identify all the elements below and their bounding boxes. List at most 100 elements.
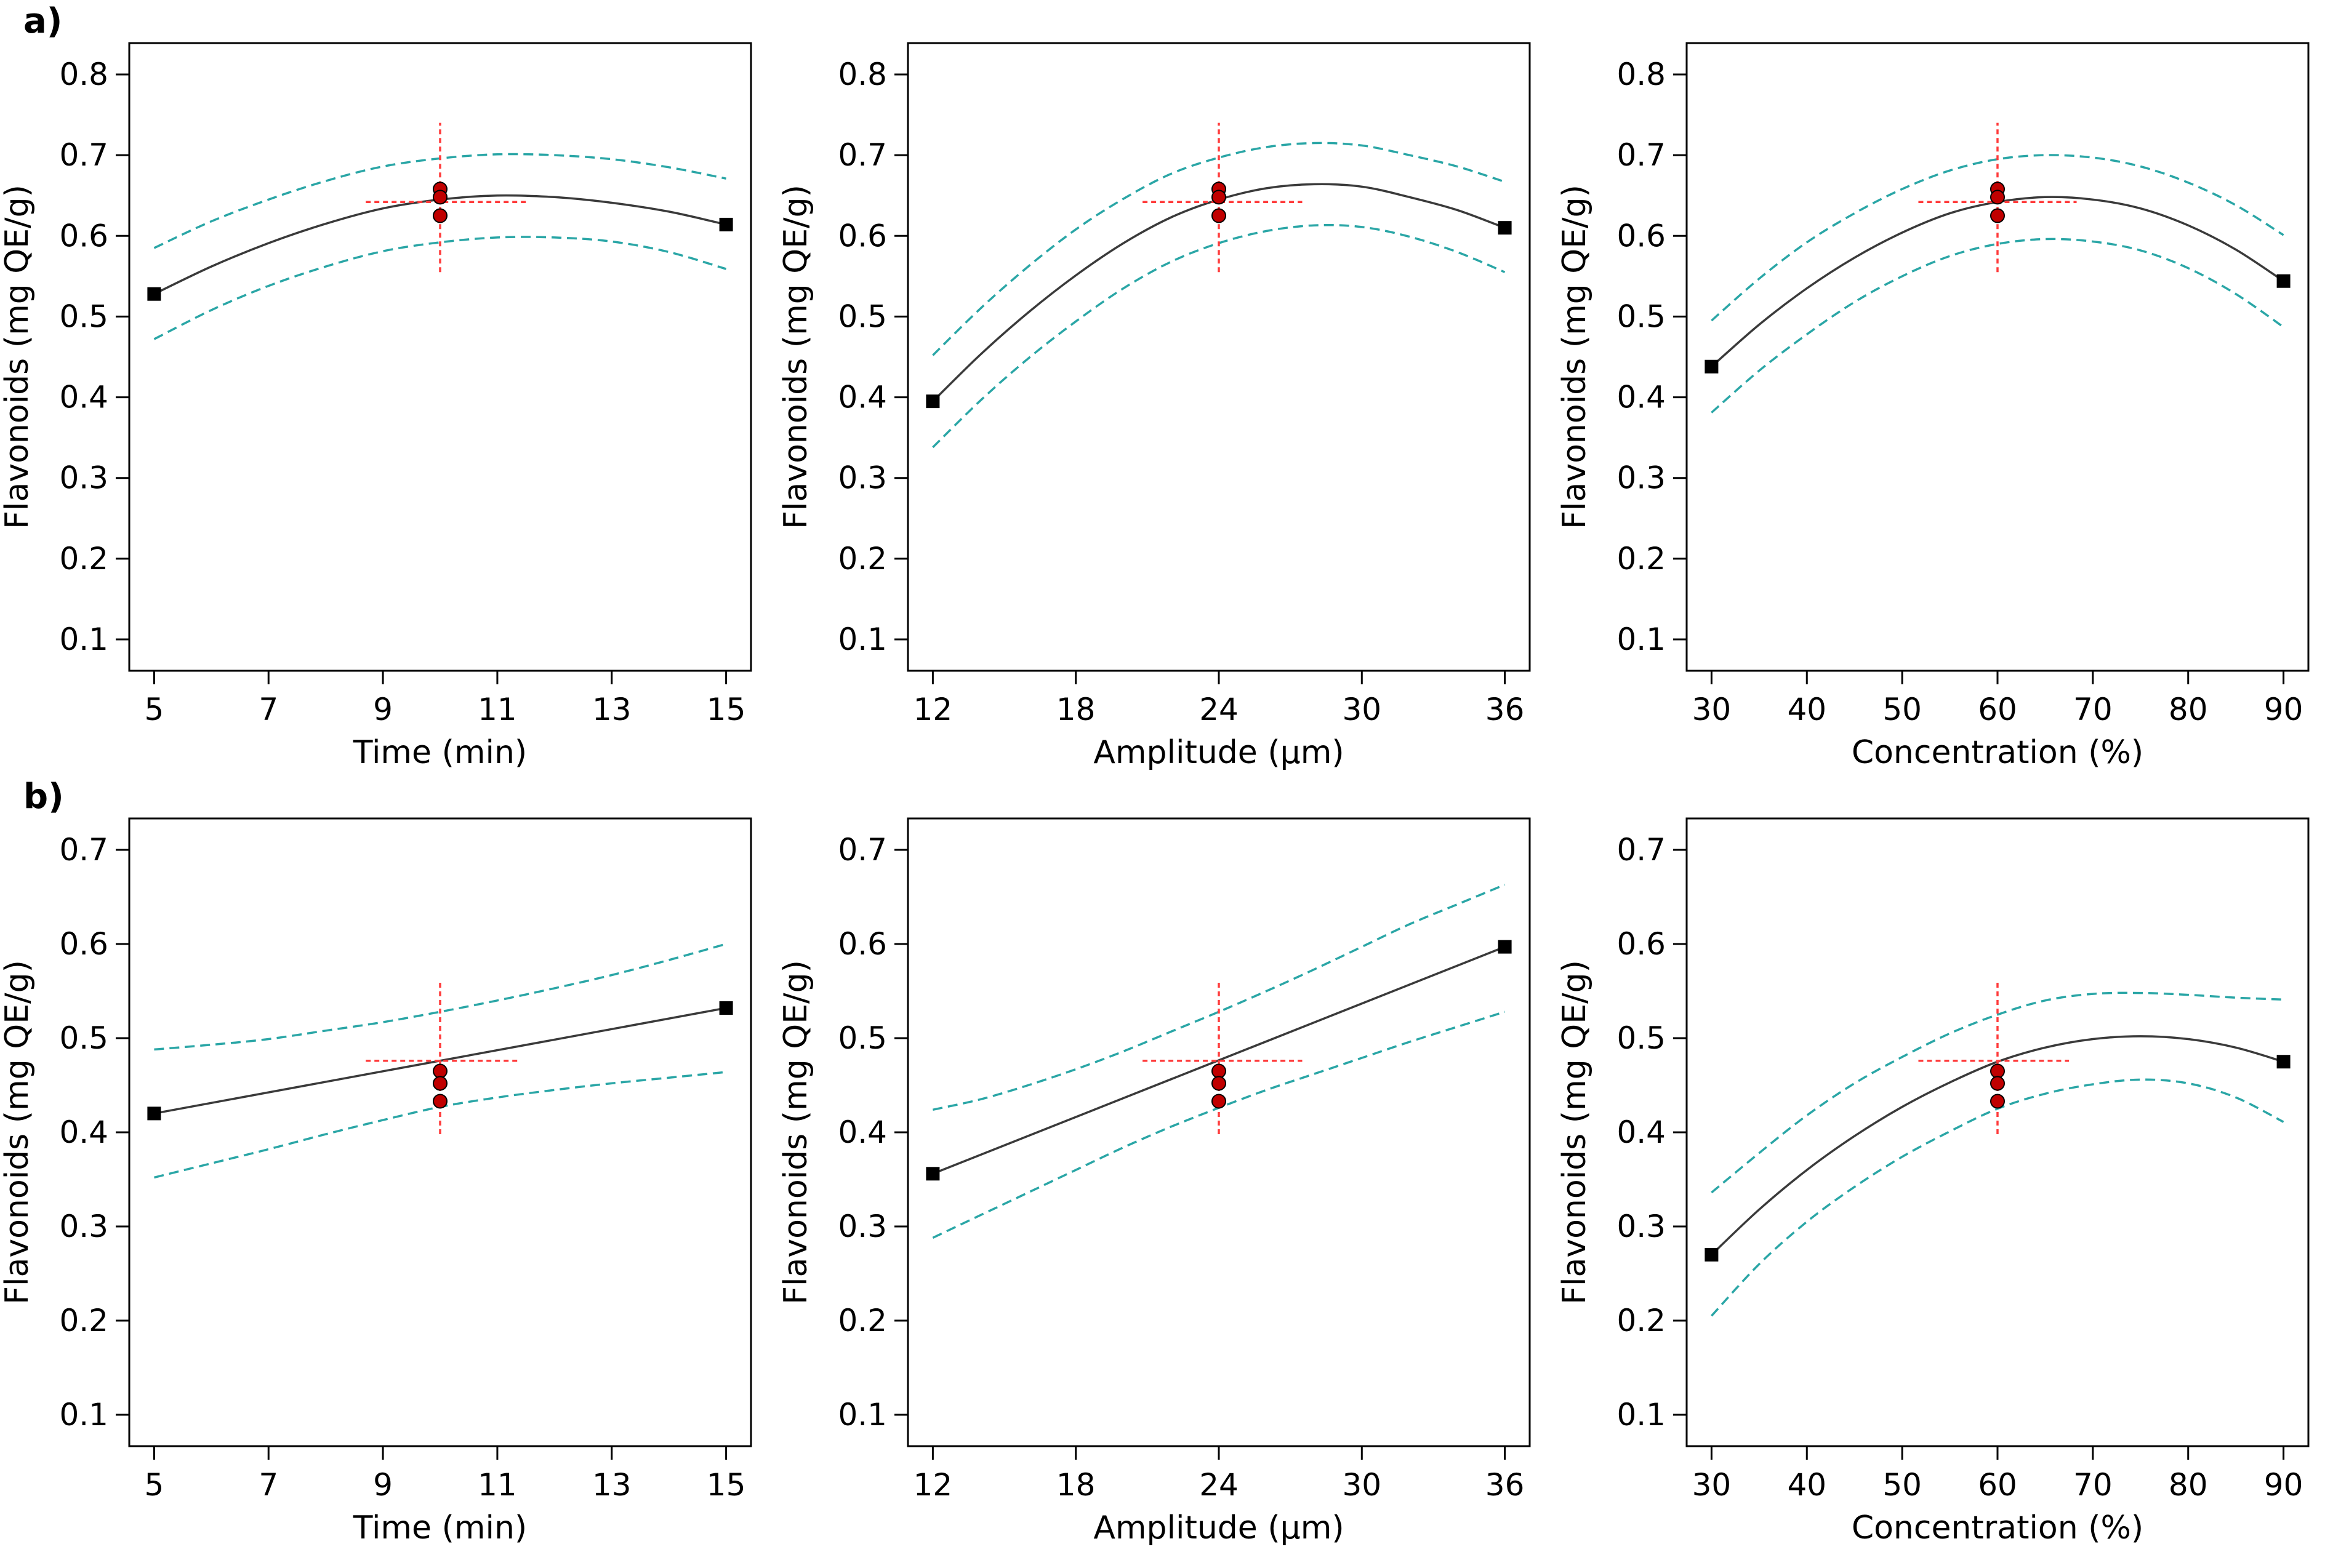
x-tick-label: 90 — [2264, 692, 2303, 727]
plot-frame — [128, 42, 752, 672]
x-tick-label: 70 — [2073, 692, 2113, 727]
fit-line — [932, 945, 1506, 1175]
center-point — [1211, 208, 1226, 223]
design-point — [1705, 1247, 1719, 1262]
center-point — [1211, 1063, 1226, 1079]
x-tick-label: 7 — [259, 1467, 278, 1503]
x-axis-title: Time (min) — [353, 734, 527, 771]
y-axis-title: Flavonoids (mg QE/g) — [0, 185, 36, 529]
y-tick-label: 0.2 — [838, 1303, 887, 1338]
x-tick-label: 40 — [1787, 692, 1826, 727]
design-point — [2276, 1055, 2291, 1069]
y-tick-label: 0.3 — [838, 1209, 887, 1244]
plot-area — [147, 122, 733, 340]
x-tick-label: 5 — [144, 1467, 164, 1503]
y-axis-title: Flavonoids (mg QE/g) — [0, 960, 36, 1305]
y-tick-label: 0.7 — [59, 832, 108, 868]
center-point — [1990, 208, 2005, 223]
ci-upper-line — [933, 883, 1506, 1111]
x-tick-label: 30 — [1342, 1467, 1381, 1503]
x-tick-label: 24 — [1199, 692, 1239, 727]
y-tick-label: 0.1 — [838, 622, 887, 657]
center-point — [433, 1094, 448, 1109]
x-tick-label: 13 — [592, 692, 632, 727]
y-tick-label: 0.6 — [1616, 926, 1666, 962]
y-tick-label: 0.7 — [1616, 832, 1666, 868]
plot-area — [926, 122, 1512, 449]
x-tick-label: 12 — [914, 692, 953, 727]
x-tick-label: 15 — [707, 1467, 746, 1503]
y-tick-label: 0.2 — [838, 541, 887, 577]
ci-lower-line — [153, 236, 727, 340]
x-tick-label: 18 — [1056, 692, 1096, 727]
y-tick-label: 0.6 — [1616, 218, 1666, 254]
ci-upper-line — [932, 142, 1506, 356]
center-point — [433, 190, 448, 205]
x-tick-label: 60 — [1978, 1467, 2017, 1503]
chart-panel-a-amplitude: 0.1 0.2 0.3 0.4 0.5 0.6 0.7 0.8 12 18 24 30 36 Amplit… — [777, 42, 1531, 771]
y-tick-label: 0.2 — [1616, 1303, 1666, 1338]
y-tick-label: 0.8 — [838, 57, 887, 92]
design-point — [926, 394, 940, 409]
x-axis-title: Amplitude (µm) — [1093, 1510, 1344, 1546]
chart-panel-a-concentration: 0.1 0.2 0.3 0.4 0.5 0.6 0.7 0.8 30 40 50 60 70 80 90 Co… — [1556, 42, 2310, 771]
y-axis-title: Flavonoids (mg QE/g) — [777, 960, 814, 1305]
design-point — [719, 1001, 733, 1015]
y-tick-label: 0.5 — [59, 298, 108, 334]
y-tick-label: 0.1 — [59, 1397, 108, 1433]
y-tick-label: 0.5 — [1616, 298, 1666, 334]
x-tick-label: 50 — [1882, 1467, 1922, 1503]
x-tick-label: 9 — [373, 692, 393, 727]
x-tick-label: 24 — [1199, 1467, 1239, 1503]
design-point — [2276, 274, 2291, 288]
x-tick-label: 36 — [1485, 692, 1525, 727]
design-point — [147, 1106, 161, 1121]
x-tick-label: 70 — [2073, 1467, 2113, 1503]
y-tick-label: 0.8 — [1616, 57, 1666, 92]
row-label-b: b) — [23, 777, 64, 817]
x-tick-label: 30 — [1342, 692, 1381, 727]
x-tick-label: 18 — [1056, 1467, 1096, 1503]
plot-area — [926, 883, 1512, 1239]
plot-frame — [1685, 42, 2310, 672]
y-axis-title: Flavonoids (mg QE/g) — [1556, 960, 1593, 1305]
center-point — [1211, 1076, 1226, 1091]
y-tick-label: 0.1 — [1616, 1397, 1666, 1433]
x-tick-label: 50 — [1882, 692, 1922, 727]
y-tick-label: 0.6 — [59, 926, 108, 962]
y-tick-label: 0.4 — [838, 380, 887, 415]
x-tick-label: 12 — [914, 1467, 953, 1503]
plot-area — [147, 943, 733, 1179]
y-tick-label: 0.7 — [838, 832, 887, 868]
y-tick-label: 0.5 — [59, 1020, 108, 1056]
design-point — [1705, 359, 1719, 374]
center-point — [433, 1076, 448, 1091]
design-point — [926, 1167, 940, 1181]
y-tick-label: 0.4 — [1616, 1114, 1666, 1150]
y-tick-label: 0.6 — [838, 926, 887, 962]
chart-panel-b-concentration: 0.1 0.2 0.3 0.4 0.5 0.6 0.7 30 40 50 60 70 80 90 Conce… — [1556, 817, 2310, 1546]
design-point — [1498, 221, 1512, 235]
y-tick-label: 0.7 — [838, 137, 887, 173]
x-tick-label: 30 — [1692, 692, 1732, 727]
y-tick-label: 0.2 — [59, 1303, 108, 1338]
design-point — [147, 287, 161, 301]
chart-panel-b-time: 0.1 0.2 0.3 0.4 0.5 0.6 0.7 5 7 9 11 13 15 Time (min)… — [0, 817, 752, 1546]
x-tick-label: 5 — [144, 692, 164, 727]
design-point — [719, 217, 733, 231]
center-point — [1990, 1063, 2005, 1079]
ci-lower-line — [1711, 1078, 2284, 1317]
ci-upper-line — [1711, 991, 2284, 1194]
y-tick-label: 0.7 — [1616, 137, 1666, 173]
ci-upper-line — [1711, 154, 2284, 322]
x-axis-title: Concentration (%) — [1852, 1510, 2143, 1546]
ci-upper-line — [154, 943, 727, 1051]
x-axis-title: Concentration (%) — [1852, 734, 2143, 771]
y-tick-label: 0.5 — [838, 298, 887, 334]
x-axis-title: Amplitude (µm) — [1093, 734, 1344, 771]
chart-panel-b-amplitude: 0.1 0.2 0.3 0.4 0.5 0.6 0.7 12 18 24 30 36 Amplitude… — [777, 817, 1531, 1546]
row-label-a: a) — [23, 1, 63, 41]
x-axis-title: Time (min) — [353, 1510, 527, 1546]
